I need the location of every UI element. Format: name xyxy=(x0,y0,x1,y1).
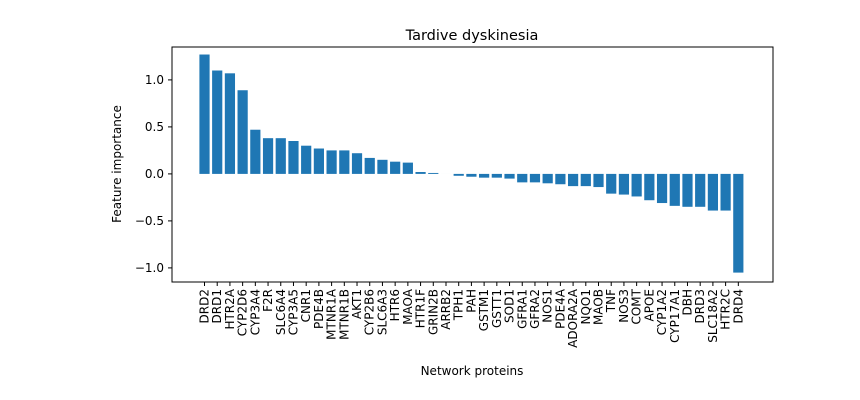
bar-grin2b xyxy=(428,172,439,174)
bar-tnf xyxy=(606,173,617,194)
bar-nos3 xyxy=(618,173,630,195)
x-tick-label: MAOB xyxy=(592,289,606,325)
bar-htr6 xyxy=(390,161,401,174)
x-tick-label: DRD4 xyxy=(731,289,745,323)
bar-f2r xyxy=(262,138,274,174)
x-tick-label: PDE4A xyxy=(553,288,567,329)
x-tick-label: DRD3 xyxy=(693,289,707,323)
x-tick-label: PAH xyxy=(464,289,478,313)
x-tick-label: COMT xyxy=(630,288,644,324)
bar-cyp3a4 xyxy=(250,129,261,174)
bar-cyp17a1 xyxy=(669,173,680,206)
x-tick-label: HTR1F xyxy=(414,289,428,328)
bar-drd4 xyxy=(733,173,744,273)
x-tick-label: HTR2A xyxy=(223,288,237,329)
y-tick-label: 1.0 xyxy=(145,73,164,87)
bar-comt xyxy=(631,173,642,197)
bar-nos1 xyxy=(542,173,553,184)
x-tick-label: HTR2C xyxy=(719,289,733,330)
bar-cyp1a2 xyxy=(656,173,668,204)
x-tick-label: MTNR1A xyxy=(325,288,339,340)
x-tick-label: CYP3A4 xyxy=(248,289,262,335)
bar-drd1 xyxy=(212,70,223,174)
bar-gstm1 xyxy=(479,173,490,178)
x-tick-label: SLC6A3 xyxy=(375,289,389,335)
x-tick-label: HTR6 xyxy=(388,289,402,321)
plot-frame xyxy=(171,46,774,283)
bar-htr1f xyxy=(415,172,426,174)
x-tick-label: ADORA2A xyxy=(566,288,580,348)
bar-pah xyxy=(466,173,477,177)
x-tick-label: TNF xyxy=(604,289,618,313)
bar-slc6a4 xyxy=(275,138,286,174)
bar-slc6a3 xyxy=(377,159,388,174)
x-tick-label: CYP2B6 xyxy=(363,289,377,335)
bar-gfra1 xyxy=(517,173,528,183)
x-tick-label: CYP17A1 xyxy=(668,289,682,343)
y-tick-label: 0.0 xyxy=(145,167,164,181)
x-tick-label: GSTT1 xyxy=(490,289,504,328)
x-tick-label: MTNR1B xyxy=(337,289,351,340)
x-tick-label: DRD2 xyxy=(198,289,212,323)
y-tick-label: 0.5 xyxy=(145,120,164,134)
y-tick-label: −0.5 xyxy=(135,214,164,228)
bar-gstt1 xyxy=(491,173,502,178)
y-axis-title: Feature importance xyxy=(110,105,124,223)
x-tick-label: NOS1 xyxy=(541,289,555,323)
x-tick-label: CYP1A2 xyxy=(655,289,669,335)
bar-nqo1 xyxy=(580,173,591,187)
bar-sod1 xyxy=(504,173,515,179)
x-tick-label: DRD1 xyxy=(210,289,224,323)
x-tick-label: DBH xyxy=(680,289,694,316)
x-tick-label: SOD1 xyxy=(503,289,517,323)
x-tick-label: PDE4B xyxy=(312,289,326,329)
bar-dbh xyxy=(682,173,693,207)
x-tick-label: ARRB2 xyxy=(439,289,453,330)
bar-slc18a2 xyxy=(707,173,718,211)
x-tick-label: NQO1 xyxy=(579,289,593,325)
bar-mtnr1b xyxy=(339,150,350,174)
bar-cyp3a5 xyxy=(288,141,299,174)
bar-adora2a xyxy=(567,173,579,187)
x-tick-label: AKT1 xyxy=(350,289,364,319)
y-tick-label: −1.0 xyxy=(135,261,164,275)
x-tick-label: CNR1 xyxy=(299,289,313,322)
x-tick-label: CYP2D6 xyxy=(236,289,250,336)
x-tick-label: GRIN2B xyxy=(426,289,440,335)
bar-gfra2 xyxy=(529,173,541,183)
bar-tph1 xyxy=(453,173,464,176)
bar-drd3 xyxy=(695,173,706,207)
x-tick-label: GFRA2 xyxy=(528,289,542,329)
x-tick-label: GFRA1 xyxy=(515,289,529,329)
bar-drd2 xyxy=(199,54,210,174)
x-tick-label: GSTM1 xyxy=(477,289,491,331)
bar-pde4b xyxy=(313,148,324,174)
bar-mtnr1a xyxy=(326,150,337,174)
x-tick-label: TPH1 xyxy=(452,289,466,321)
bar-akt1 xyxy=(351,153,363,174)
x-tick-label: APOE xyxy=(642,289,656,321)
x-tick-label: SLC18A2 xyxy=(706,289,720,343)
bar-maob xyxy=(593,173,604,188)
bars-group xyxy=(199,54,744,273)
x-tick-label: SLC6A4 xyxy=(274,289,288,335)
x-tick-label: CYP3A5 xyxy=(286,289,300,335)
bar-htr2c xyxy=(720,173,731,211)
bar-cyp2b6 xyxy=(364,157,375,174)
x-axis: DRD2DRD1HTR2ACYP2D6CYP3A4F2RSLC6A4CYP3A5… xyxy=(198,282,745,348)
bar-cnr1 xyxy=(301,145,312,174)
y-axis: −1.0 −0.5 0.0 0.5 1.0 xyxy=(135,73,172,275)
bar-apoe xyxy=(644,173,655,201)
x-tick-label: F2R xyxy=(261,289,275,312)
x-tick-label: MAOA xyxy=(401,288,415,325)
bar-maoa xyxy=(402,162,413,174)
x-tick-label: NOS3 xyxy=(617,289,631,323)
bar-pde4a xyxy=(555,173,566,185)
x-axis-title: Network proteins xyxy=(421,364,524,378)
chart-title: Tardive dyskinesia xyxy=(405,28,539,44)
bar-htr2a xyxy=(224,73,236,174)
bar-cyp2d6 xyxy=(237,90,248,174)
